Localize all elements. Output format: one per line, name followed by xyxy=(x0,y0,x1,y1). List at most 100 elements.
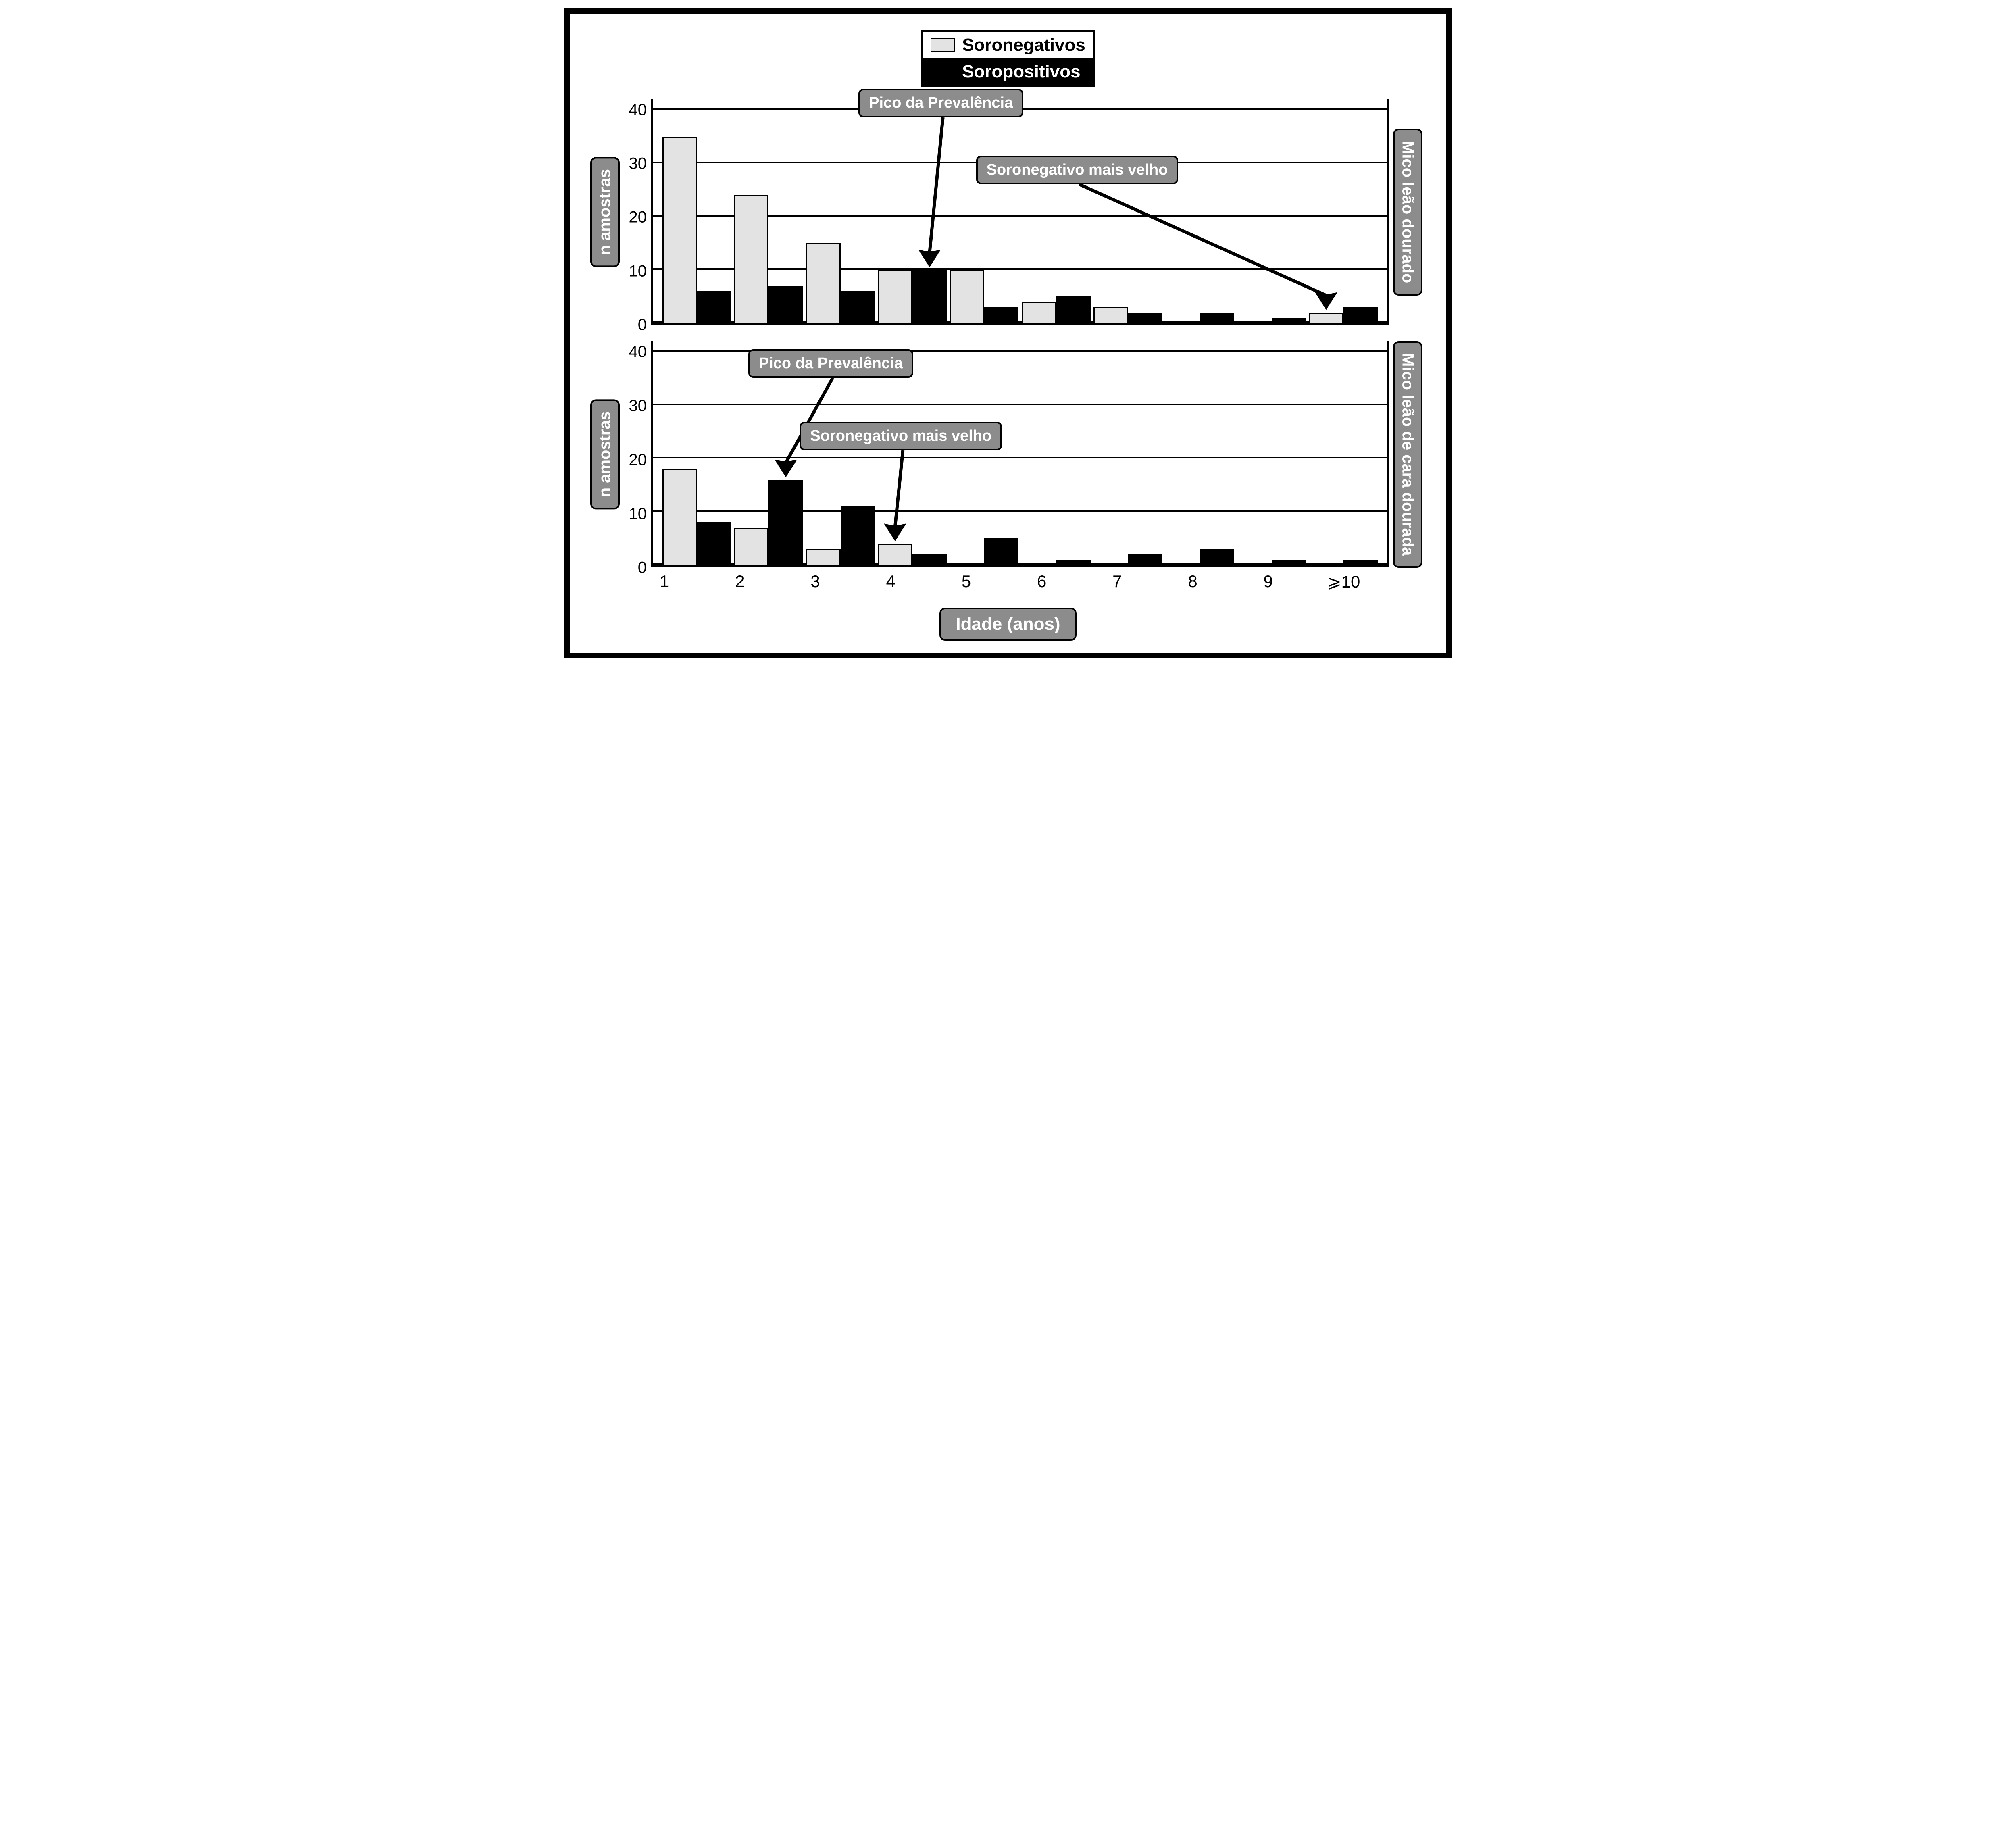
bar-soronegativos xyxy=(1022,302,1056,323)
xtick: 2 xyxy=(702,572,777,592)
xtick: 9 xyxy=(1231,572,1306,592)
legend-item-soronegativos: Soronegativos xyxy=(923,32,1093,58)
bar-group xyxy=(948,341,1020,565)
plot-wrap-top: 010203040 Pico da PrevalênciaSoronegativ… xyxy=(623,99,1389,325)
plot-area-top: Pico da PrevalênciaSoronegativo mais vel… xyxy=(651,99,1389,325)
bar-soropositivos xyxy=(1056,296,1091,323)
bar-group xyxy=(1236,99,1308,323)
bar-soropositivos xyxy=(697,291,731,323)
legend-label: Soronegativos xyxy=(962,35,1085,55)
legend-label: Soropositivos xyxy=(962,62,1080,82)
xtick: 5 xyxy=(929,572,1004,592)
species-label-top: Mico leão dourado xyxy=(1393,129,1422,295)
xtick: 7 xyxy=(1079,572,1155,592)
bar-soropositivos xyxy=(768,286,803,323)
bar-soronegativos xyxy=(878,270,912,323)
bar-group xyxy=(1092,341,1164,565)
chart-bottom: n amostras 0 10 20 30 40 Pico da Prevalência… xyxy=(590,341,1426,592)
xtick-row: 123456789⩾10 xyxy=(619,572,1389,592)
plot-wrap-bottom: 010203040 Pico da PrevalênciaSoronegativ… xyxy=(623,341,1389,568)
legend-swatch-soropositivos xyxy=(931,65,955,79)
yaxis-label: n amostras xyxy=(590,157,620,267)
bar-group xyxy=(1308,341,1379,565)
ytick-col: 010203040 xyxy=(623,99,651,325)
legend-box: Soronegativos Soropositivos xyxy=(921,30,1095,87)
yaxis-label-wrap: n amostras xyxy=(590,99,623,325)
bar-group xyxy=(1020,341,1092,565)
ytick: 0 xyxy=(638,316,647,334)
bars-layer xyxy=(653,99,1387,323)
callout-label: Pico da Prevalência xyxy=(858,89,1023,117)
bar-soronegativos xyxy=(878,544,912,565)
callout-label: Soronegativo mais velho xyxy=(976,156,1179,184)
legend: Soronegativos Soropositivos xyxy=(590,30,1426,87)
bar-group xyxy=(1164,341,1235,565)
bar-soropositivos xyxy=(1200,549,1235,565)
bar-soropositivos xyxy=(1056,560,1091,565)
bar-soropositivos xyxy=(1272,560,1306,565)
bar-soropositivos xyxy=(1128,313,1162,323)
bar-soropositivos xyxy=(768,480,803,565)
bar-group xyxy=(661,341,733,565)
bar-soronegativos xyxy=(734,195,769,323)
bar-soronegativos xyxy=(1309,313,1343,323)
plot-area-bottom: Pico da Prevalência Soronegativo mais vel… xyxy=(651,341,1389,567)
ytick: 30 xyxy=(629,155,647,173)
ytick: 30 xyxy=(629,397,647,415)
xaxis-label-wrap: Idade (anos) xyxy=(590,608,1426,641)
xtick: 4 xyxy=(853,572,929,592)
bar-group xyxy=(1308,99,1379,323)
ytick-col: 010203040 xyxy=(623,341,651,568)
bar-group xyxy=(877,99,948,323)
bar-soronegativos xyxy=(950,270,984,323)
bar-group xyxy=(661,99,733,323)
bar-soronegativos xyxy=(734,528,769,565)
bar-group xyxy=(733,99,804,323)
ytick: 40 xyxy=(629,101,647,119)
legend-item-soropositivos: Soropositivos xyxy=(923,58,1093,85)
bar-soropositivos xyxy=(1128,554,1162,565)
bar-soropositivos xyxy=(984,307,1019,323)
ytick: 20 xyxy=(629,451,647,469)
bar-soronegativos xyxy=(1093,307,1128,323)
ytick: 20 xyxy=(629,208,647,227)
yaxis-label-wrap: n amostras xyxy=(590,341,623,568)
ytick: 10 xyxy=(629,505,647,523)
bar-soronegativos xyxy=(662,469,697,565)
ytick: 0 xyxy=(638,559,647,577)
xtick: ⩾10 xyxy=(1306,572,1381,592)
bar-group xyxy=(1020,99,1092,323)
bar-group xyxy=(1236,341,1308,565)
bar-group xyxy=(948,99,1020,323)
xaxis-label: Idade (anos) xyxy=(939,608,1076,641)
callout-label: Pico da Prevalência xyxy=(748,349,913,378)
bar-soropositivos xyxy=(1272,318,1306,323)
bar-soropositivos xyxy=(697,522,731,565)
species-label-bottom: Mico leão de cara dourada xyxy=(1393,341,1422,568)
bar-group xyxy=(1164,99,1235,323)
bar-soronegativos xyxy=(806,243,841,323)
bar-soropositivos xyxy=(1343,307,1378,323)
bar-soropositivos xyxy=(841,506,875,565)
bar-soropositivos xyxy=(1200,313,1235,323)
bar-soronegativos xyxy=(806,549,841,565)
bar-group xyxy=(804,99,876,323)
xtick: 3 xyxy=(777,572,853,592)
xtick: 8 xyxy=(1155,572,1230,592)
figure-frame: Soronegativos Soropositivos n amostras 0… xyxy=(564,8,1452,658)
yaxis-label: n amostras xyxy=(590,399,620,509)
bar-group xyxy=(1092,99,1164,323)
bar-soropositivos xyxy=(1343,560,1378,565)
bar-soronegativos xyxy=(662,137,697,323)
bar-soropositivos xyxy=(912,554,947,565)
bar-soropositivos xyxy=(912,270,947,323)
callout-label: Soronegativo mais velho xyxy=(800,422,1002,450)
right-label-wrap: Mico leão de cara dourada xyxy=(1389,341,1426,568)
bar-soropositivos xyxy=(841,291,875,323)
chart-top: n amostras 010203040 Pico da Prevalência… xyxy=(590,99,1426,325)
ytick: 10 xyxy=(629,262,647,280)
ytick: 40 xyxy=(629,343,647,361)
right-label-wrap: Mico leão dourado xyxy=(1389,99,1426,325)
xtick: 6 xyxy=(1004,572,1079,592)
bar-soropositivos xyxy=(984,538,1019,565)
